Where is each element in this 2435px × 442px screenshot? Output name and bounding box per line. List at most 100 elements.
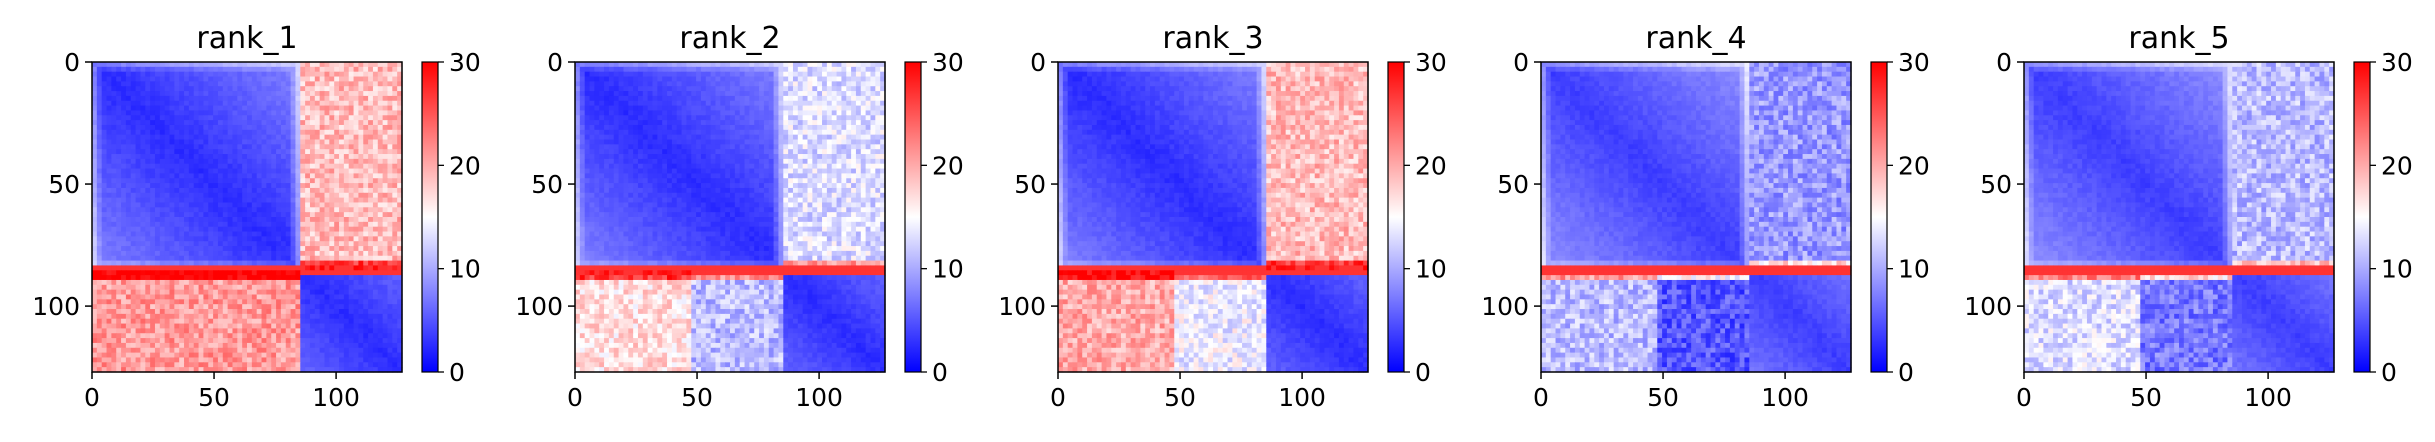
heatmap-cell <box>788 106 793 111</box>
heatmap-cell <box>102 77 107 82</box>
heatmap-cell <box>131 188 136 193</box>
heatmap-cell <box>633 77 638 82</box>
heatmap-cell <box>295 222 300 227</box>
heatmap-cell <box>774 67 779 72</box>
heatmap-cell <box>339 280 344 285</box>
heatmap-cell <box>590 96 595 101</box>
heatmap-cell <box>276 333 281 338</box>
heatmap-cell <box>170 232 175 237</box>
heatmap-cell <box>92 265 97 270</box>
heatmap-cell <box>262 72 267 77</box>
heatmap-cell <box>160 280 165 285</box>
heatmap-cell <box>349 149 354 154</box>
heatmap-cell <box>102 309 107 314</box>
heatmap-cell <box>334 232 339 237</box>
heatmap-cell <box>286 115 291 120</box>
heatmap-cell <box>165 135 170 140</box>
heatmap-cell <box>145 72 150 77</box>
heatmap-cell <box>378 67 383 72</box>
heatmap-cell <box>140 290 145 295</box>
heatmap-cell <box>237 299 242 304</box>
heatmap-cell <box>247 212 252 217</box>
heatmap-cell <box>334 362 339 367</box>
heatmap-cell <box>368 183 373 188</box>
heatmap-cell <box>358 328 363 333</box>
heatmap-cell <box>305 236 310 241</box>
heatmap-cell <box>203 173 208 178</box>
heatmap-cell <box>599 115 604 120</box>
heatmap-cell <box>788 110 793 115</box>
heatmap-cell <box>837 110 842 115</box>
heatmap-cell <box>208 72 213 77</box>
heatmap-cell <box>247 178 252 183</box>
heatmap-cell <box>387 280 392 285</box>
heatmap-cell <box>174 304 179 309</box>
heatmap-cell <box>320 202 325 207</box>
heatmap-cell <box>334 227 339 232</box>
heatmap-cell <box>97 96 102 101</box>
heatmap-cell <box>358 309 363 314</box>
heatmap-cell <box>808 81 813 86</box>
heatmap-cell <box>281 183 286 188</box>
heatmap-cell <box>116 275 121 280</box>
heatmap-cell <box>213 198 218 203</box>
heatmap-cell <box>344 261 349 266</box>
heatmap-cell <box>383 106 388 111</box>
heatmap-cell <box>266 324 271 329</box>
heatmap-cell <box>232 164 237 169</box>
heatmap-cell <box>92 67 97 72</box>
heatmap-cell <box>174 164 179 169</box>
heatmap-cell <box>121 232 126 237</box>
heatmap-cell <box>329 77 334 82</box>
heatmap-cell <box>320 338 325 343</box>
heatmap-cell <box>203 77 208 82</box>
heatmap-cell <box>387 115 392 120</box>
heatmap-cell <box>208 81 213 86</box>
heatmap-cell <box>131 178 136 183</box>
heatmap-cell <box>97 256 102 261</box>
heatmap-cell <box>92 130 97 135</box>
heatmap-cell <box>329 295 334 300</box>
heatmap-cell <box>870 77 875 82</box>
heatmap-cell <box>131 362 136 367</box>
x-tick-label: 100 <box>312 383 360 412</box>
heatmap-cell <box>174 202 179 207</box>
heatmap-cell <box>247 309 252 314</box>
heatmap-cell <box>383 72 388 77</box>
heatmap-cell <box>383 159 388 164</box>
heatmap-cell <box>580 81 585 86</box>
heatmap-cell <box>155 62 160 67</box>
heatmap-cell <box>276 265 281 270</box>
heatmap-cell <box>179 67 184 72</box>
heatmap-cell <box>276 77 281 82</box>
heatmap-cell <box>358 159 363 164</box>
heatmap-cell <box>92 343 97 348</box>
heatmap-cell <box>174 348 179 353</box>
heatmap-cell <box>861 67 866 72</box>
heatmap-cell <box>648 125 653 130</box>
heatmap-cell <box>358 120 363 125</box>
heatmap-cell <box>213 246 218 251</box>
heatmap-cell <box>334 96 339 101</box>
heatmap-cell <box>329 96 334 101</box>
heatmap-cell <box>160 275 165 280</box>
heatmap-cell <box>344 236 349 241</box>
heatmap-cell <box>300 362 305 367</box>
heatmap-cell <box>92 106 97 111</box>
heatmap-cell <box>378 328 383 333</box>
heatmap-cell <box>242 324 247 329</box>
heatmap-cell <box>383 96 388 101</box>
heatmap-cell <box>232 304 237 309</box>
heatmap-cell <box>237 164 242 169</box>
heatmap-cell <box>822 72 827 77</box>
heatmap-cell <box>856 67 861 72</box>
heatmap-cell <box>155 314 160 319</box>
heatmap-cell <box>155 270 160 275</box>
heatmap-cell <box>614 62 619 67</box>
heatmap-cell <box>392 348 397 353</box>
heatmap-cell <box>325 319 330 324</box>
heatmap-cell <box>160 106 165 111</box>
heatmap-cell <box>102 280 107 285</box>
heatmap-cell <box>218 110 223 115</box>
heatmap-cell <box>851 120 856 125</box>
